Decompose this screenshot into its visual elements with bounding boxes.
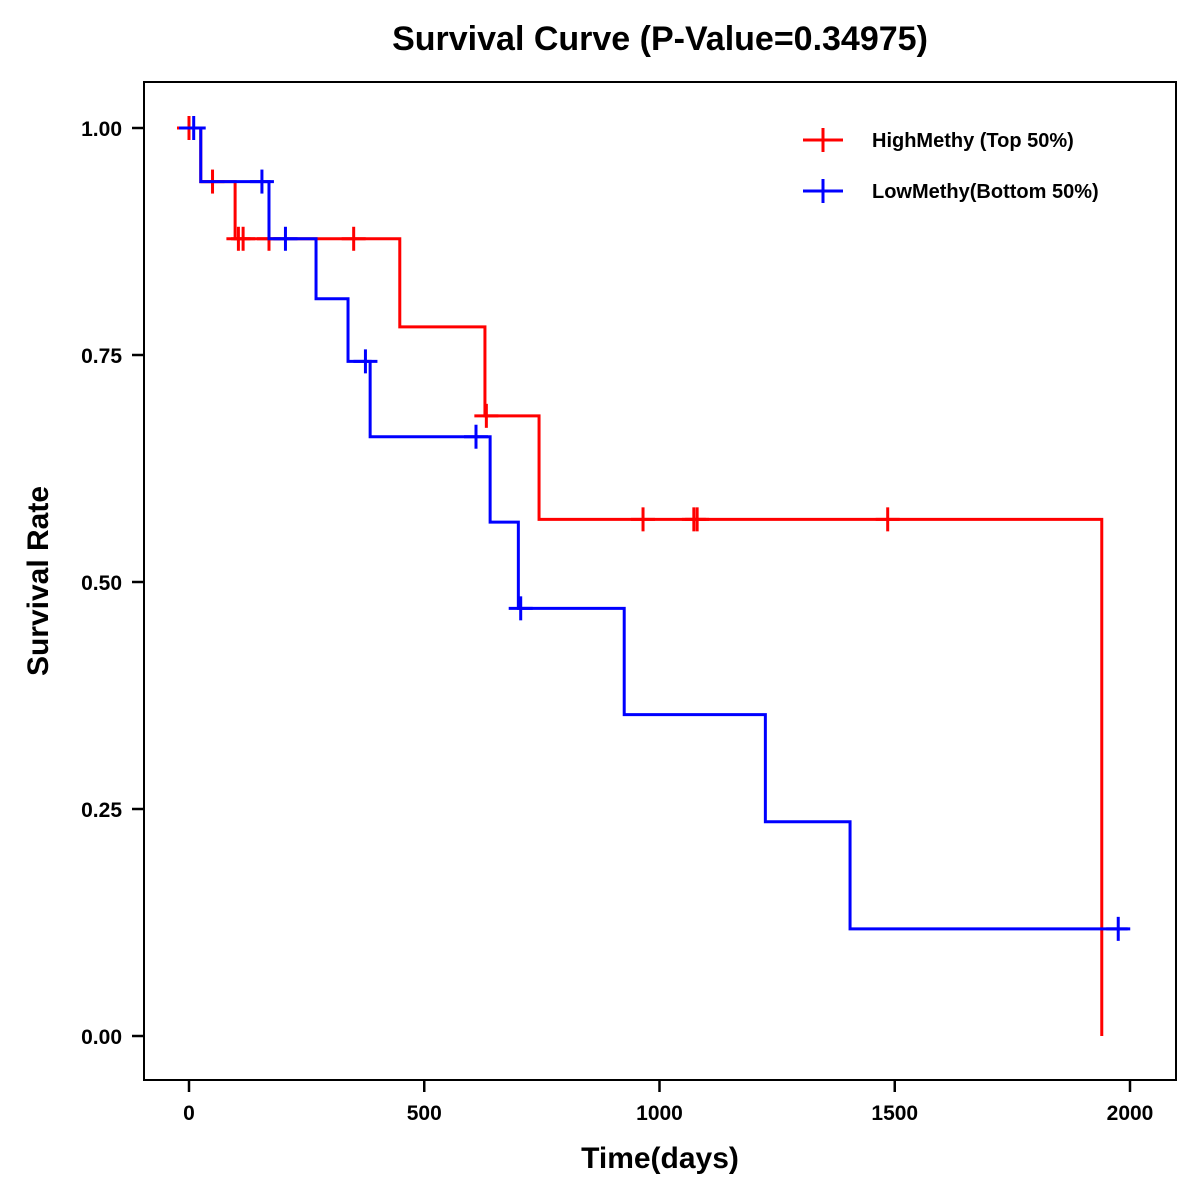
censor-mark (464, 424, 489, 449)
legend-item: LowMethy(Bottom 50%) (803, 179, 1099, 203)
censor-mark (474, 403, 499, 428)
y-axis: 0.00 0.25 0.50 0.75 1.00 (81, 118, 144, 1049)
censor-mark (273, 226, 298, 251)
censor-mark (181, 116, 206, 140)
x-tick-label: 0 (183, 1102, 195, 1125)
x-axis-label: Time(days) (581, 1142, 739, 1175)
series-layer (177, 116, 1131, 1036)
censor-mark (508, 596, 533, 621)
legend-label: HighMethy (Top 50%) (872, 130, 1074, 152)
x-tick-label: 500 (407, 1102, 442, 1125)
censor-mark (1106, 916, 1131, 941)
censor-mark (685, 507, 710, 532)
legend: HighMethy (Top 50%) LowMethy(Bottom 50%) (803, 128, 1099, 203)
legend-label: LowMethy(Bottom 50%) (872, 181, 1099, 203)
censor-mark (631, 507, 656, 532)
x-tick-label: 1000 (636, 1102, 683, 1125)
survival-step-line (179, 126, 1128, 931)
y-tick-label: 0.00 (81, 1026, 122, 1049)
legend-item: HighMethy (Top 50%) (803, 128, 1074, 152)
chart-title: Survival Curve (P-Value=0.34975) (392, 20, 928, 58)
y-tick-label: 0.50 (81, 572, 122, 595)
y-tick-label: 0.25 (81, 799, 122, 822)
x-tick-label: 1500 (871, 1102, 918, 1125)
y-tick-label: 0.75 (81, 345, 122, 368)
censor-mark (231, 226, 256, 251)
censor-mark (341, 226, 366, 251)
series-low-methy (179, 116, 1131, 941)
x-tick-label: 2000 (1107, 1102, 1154, 1125)
x-axis: 0 500 1000 1500 2000 (183, 1080, 1153, 1125)
censor-mark (249, 169, 274, 194)
y-tick-label: 1.00 (81, 118, 122, 141)
censor-mark (875, 507, 900, 532)
y-axis-label: Survival Rate (22, 486, 55, 676)
censor-mark (353, 349, 378, 374)
